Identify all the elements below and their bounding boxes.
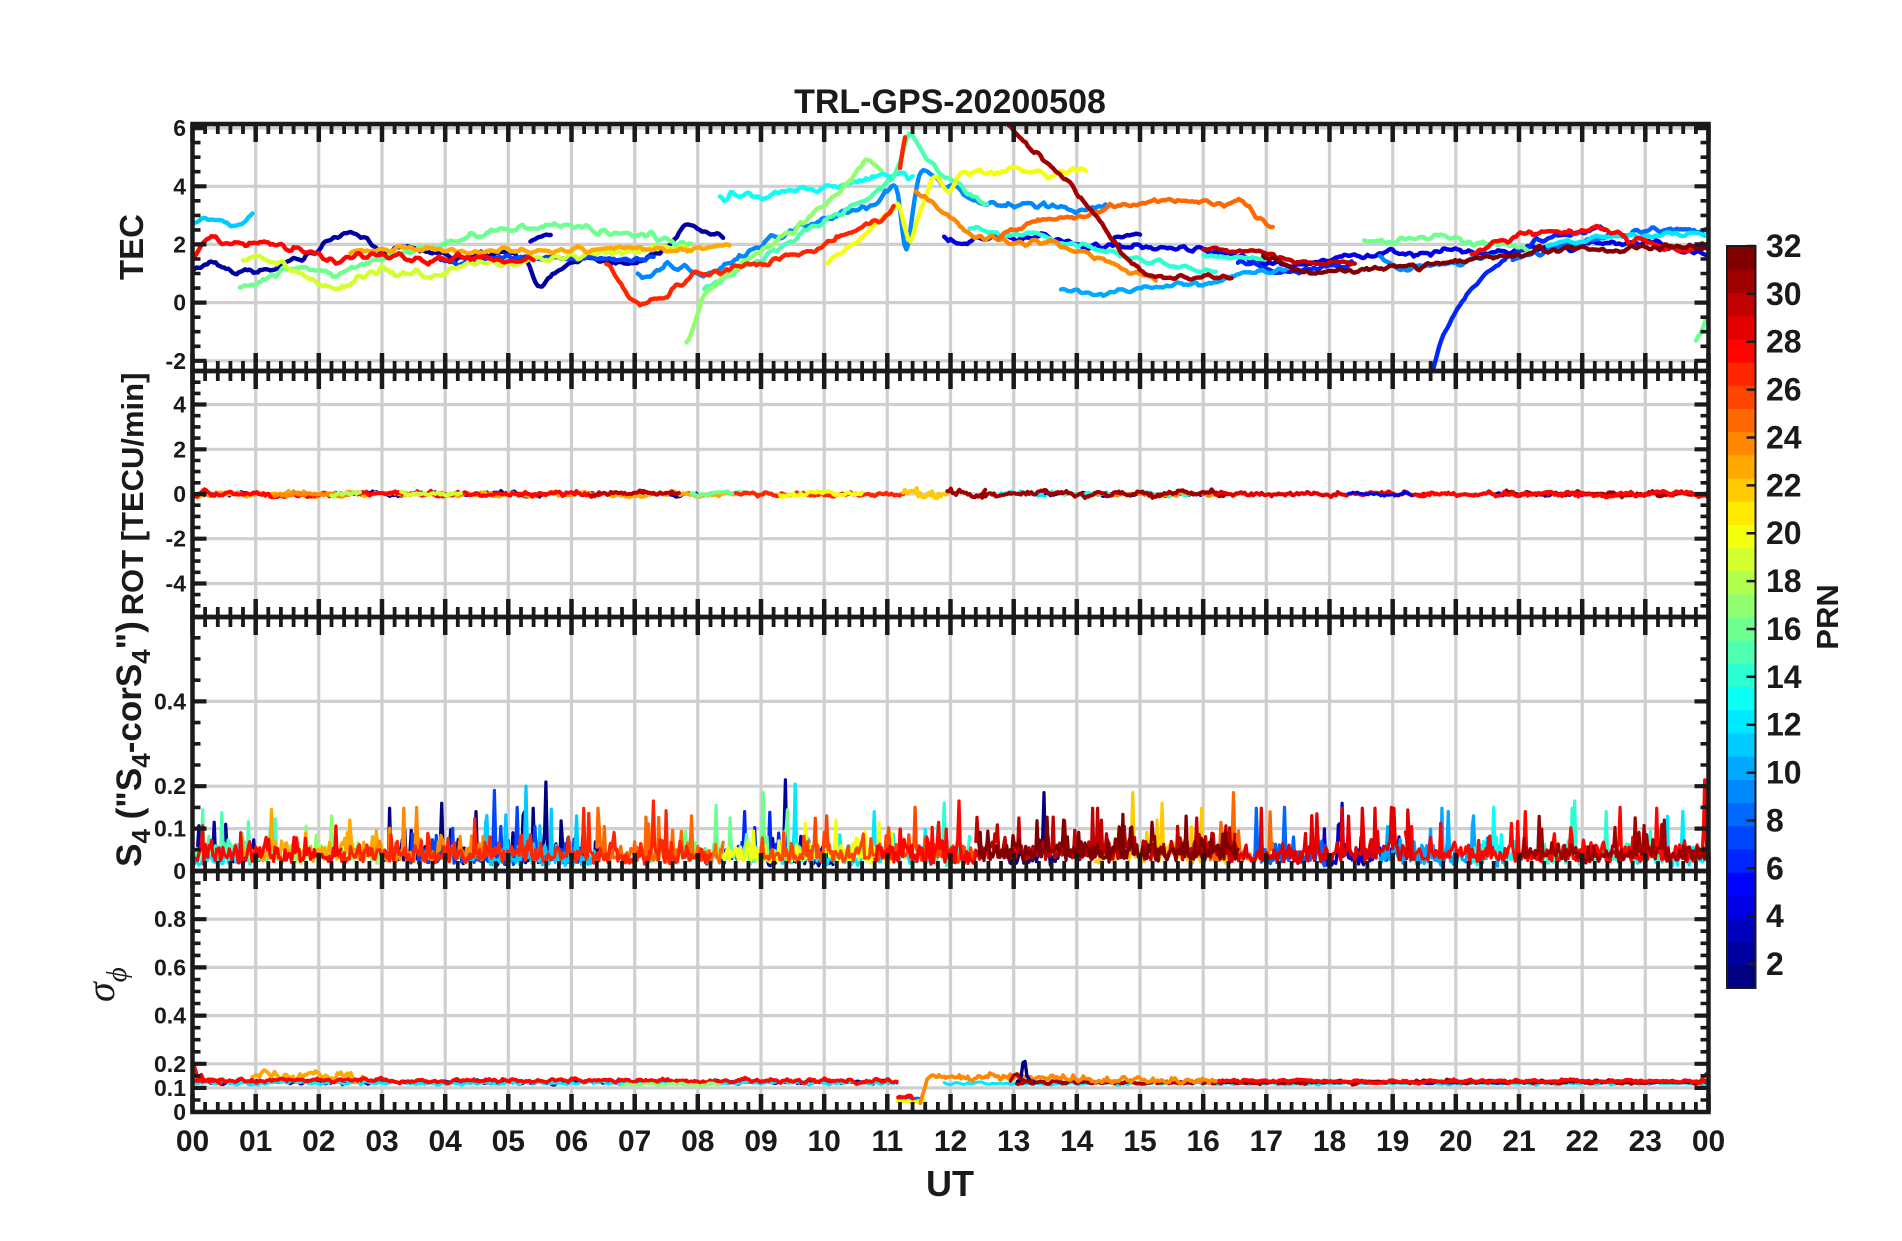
svg-text:0: 0 (173, 290, 186, 316)
svg-text:2: 2 (173, 436, 186, 462)
svg-text:04: 04 (429, 1125, 463, 1158)
svg-text:28: 28 (1766, 324, 1802, 360)
svg-text:0.1: 0.1 (154, 816, 186, 842)
svg-text:12: 12 (1766, 707, 1802, 743)
svg-text:0.2: 0.2 (154, 773, 186, 799)
svg-text:16: 16 (1766, 611, 1802, 647)
svg-text:00: 00 (176, 1125, 209, 1158)
svg-text:16: 16 (1187, 1125, 1220, 1158)
svg-text:17: 17 (1250, 1125, 1283, 1158)
svg-text:19: 19 (1376, 1125, 1409, 1158)
svg-text:0.6: 0.6 (154, 954, 186, 980)
svg-text:0: 0 (173, 858, 186, 884)
svg-text:2: 2 (1766, 946, 1784, 982)
svg-text:20: 20 (1766, 515, 1802, 551)
svg-text:6: 6 (173, 115, 186, 141)
svg-text:01: 01 (239, 1125, 272, 1158)
svg-text:22: 22 (1766, 467, 1802, 503)
svg-text:-2: -2 (166, 526, 186, 552)
svg-text:4: 4 (173, 392, 186, 418)
svg-text:-4: -4 (166, 571, 187, 597)
svg-text:0: 0 (173, 1099, 186, 1125)
svg-text:03: 03 (365, 1125, 398, 1158)
svg-text:UT: UT (926, 1163, 974, 1204)
svg-text:15: 15 (1123, 1125, 1156, 1158)
svg-text:0.2: 0.2 (154, 1051, 186, 1077)
svg-text:0.1: 0.1 (154, 1075, 186, 1101)
svg-text:ROT [TECU/min]: ROT [TECU/min] (115, 373, 150, 616)
svg-text:07: 07 (618, 1125, 651, 1158)
svg-text:0.8: 0.8 (154, 906, 186, 932)
svg-text:02: 02 (302, 1125, 335, 1158)
svg-text:TEC: TEC (113, 214, 150, 280)
svg-text:10: 10 (808, 1125, 841, 1158)
svg-text:0.4: 0.4 (154, 688, 186, 714)
svg-text:8: 8 (1766, 803, 1784, 839)
svg-text:21: 21 (1502, 1125, 1535, 1158)
svg-text:32: 32 (1766, 228, 1802, 264)
svg-text:4: 4 (173, 173, 186, 199)
svg-text:-2: -2 (166, 348, 186, 374)
svg-text:20: 20 (1439, 1125, 1472, 1158)
svg-text:14: 14 (1766, 659, 1802, 695)
svg-text:24: 24 (1766, 420, 1802, 456)
svg-text:TRL-GPS-20200508: TRL-GPS-20200508 (794, 83, 1106, 121)
svg-text:30: 30 (1766, 276, 1802, 312)
svg-text:26: 26 (1766, 372, 1802, 408)
svg-text:12: 12 (934, 1125, 967, 1158)
svg-text:14: 14 (1060, 1125, 1094, 1158)
svg-text:6: 6 (1766, 850, 1784, 886)
svg-text:05: 05 (492, 1125, 525, 1158)
svg-text:00: 00 (1692, 1125, 1725, 1158)
svg-text:18: 18 (1766, 563, 1802, 599)
svg-text:11: 11 (871, 1125, 903, 1158)
svg-text:PRN: PRN (1810, 584, 1845, 649)
svg-text:09: 09 (744, 1125, 777, 1158)
svg-text:10: 10 (1766, 755, 1802, 791)
svg-text:06: 06 (555, 1125, 588, 1158)
svg-text:13: 13 (997, 1125, 1030, 1158)
svg-text:08: 08 (681, 1125, 714, 1158)
svg-text:0: 0 (173, 481, 186, 507)
svg-text:18: 18 (1313, 1125, 1346, 1158)
svg-text:2: 2 (173, 231, 186, 257)
svg-text:23: 23 (1629, 1125, 1662, 1158)
svg-text:0.4: 0.4 (154, 1003, 186, 1029)
svg-text:22: 22 (1566, 1125, 1599, 1158)
svg-text:4: 4 (1766, 898, 1784, 934)
